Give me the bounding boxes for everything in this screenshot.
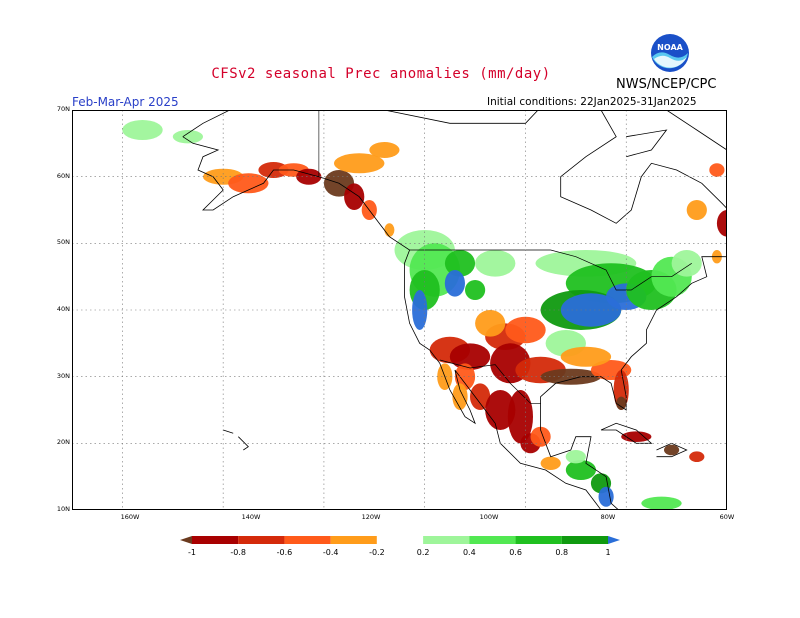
color-legend: -1 -0.8 -0.6 -0.4 -0.2 0.2 0.4 0.6 0.8 1 [180,536,620,557]
lon-label-80w: 80W [600,513,616,521]
legend-label: 0.4 [463,548,476,557]
border-line [439,359,541,404]
map-frame [72,110,727,510]
chart-title: CFSv2 seasonal Prec anomalies (mm/day) [211,66,551,82]
legend-swatch [330,536,377,544]
legend-swatch [515,536,562,544]
agency-label: NWS/NCEP/CPC [616,77,717,92]
legend-swatch [180,536,192,544]
lon-label-100w: 100W [479,513,499,521]
anomaly-region [686,200,707,220]
border-line [409,249,692,291]
anomaly-region [505,316,546,344]
anomaly-region [507,390,533,444]
anomaly-region [709,163,725,177]
legend-label: -0.4 [323,548,339,557]
anomaly-region [598,486,614,507]
coastline [182,110,727,510]
anomaly-region [334,153,385,174]
lon-label-140w: 140W [241,513,261,521]
anomaly-region [452,383,468,411]
coastline [656,442,688,458]
legend-swatch [608,536,620,544]
logo-text: NOAA [657,43,683,52]
legend-label: -0.6 [277,548,293,557]
anomaly-region [228,173,269,194]
legend-label: 0.8 [555,548,568,557]
legend-label: 0.2 [417,548,430,557]
coastline [600,422,653,444]
legend-label: 0.6 [509,548,522,557]
anomaly-region [565,450,586,464]
lat-label-40n: 40N [56,305,70,313]
legend-swatch [192,536,239,544]
legend-swatch [238,536,285,544]
legend-swatch [423,536,470,544]
legend-swatch [469,536,516,544]
lat-label-70n: 70N [56,105,70,113]
coastline [626,129,668,158]
anomaly-region [444,270,465,297]
anomaly-region [172,130,203,144]
lon-label-160w: 160W [120,513,140,521]
legend-label: 1 [605,548,610,557]
anomaly-region [616,396,627,410]
anomaly-region [475,310,506,337]
anomaly-region [540,368,601,385]
anomaly-region [449,343,491,370]
anomaly-region [641,496,682,510]
legend-label: -1 [188,548,196,557]
anomaly-region [716,210,727,237]
anomaly-region [621,431,652,443]
anomaly-region [560,346,612,367]
anomaly-region [369,142,400,158]
season-label: Feb-Mar-Apr 2025 [72,95,179,109]
anomaly-region [565,460,596,480]
coastline [223,429,234,434]
anomaly-region [475,250,516,277]
anomaly-region [465,280,486,300]
anomaly-region [344,183,365,210]
anomaly-region [671,250,702,277]
coastline [666,110,727,151]
legend-label: -0.8 [230,548,246,557]
anomaly-region [540,456,561,470]
anomaly-region [122,120,163,140]
lon-label-60w: 60W [719,513,735,521]
lon-label-120w: 120W [361,513,381,521]
anomaly-region [664,444,680,456]
lat-label-60n: 60N [56,172,70,180]
legend-label: -0.2 [369,548,385,557]
anomaly-region [530,426,551,447]
initial-conditions-label: Initial conditions: 22Jan2025-31Jan2025 [487,96,697,108]
lat-label-20n: 20N [56,438,70,446]
anomaly-region [470,383,491,411]
map-panel [72,110,727,510]
legend-swatch [376,536,424,544]
anomaly-region [689,451,705,463]
anomaly-region [384,223,395,237]
noaa-logo-icon: NOAA [651,34,689,72]
legend-swatch [284,536,331,544]
lat-label-50n: 50N [56,238,70,246]
coastline [238,436,249,451]
legend-swatch [561,536,608,544]
precipitation-anomaly-map [72,110,727,510]
lat-label-30n: 30N [56,372,70,380]
lat-label-10n: 10N [56,505,70,513]
anomaly-region [444,250,476,277]
